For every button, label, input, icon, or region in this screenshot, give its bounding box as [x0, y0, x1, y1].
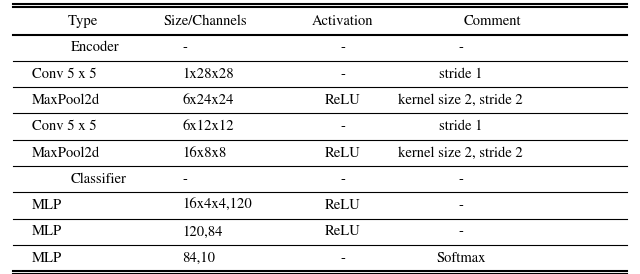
Text: stride 1: stride 1	[439, 120, 483, 133]
Text: 1x28x28: 1x28x28	[182, 67, 234, 81]
Text: -: -	[340, 41, 345, 54]
Text: ReLU: ReLU	[324, 199, 360, 212]
Text: Conv 5 x 5: Conv 5 x 5	[32, 120, 97, 133]
Text: Encoder: Encoder	[70, 41, 119, 54]
Text: MLP: MLP	[32, 225, 62, 238]
Text: ReLU: ReLU	[324, 146, 360, 159]
Text: MaxPool2d: MaxPool2d	[32, 146, 100, 159]
Text: 16x4x4,120: 16x4x4,120	[182, 199, 252, 212]
Text: -: -	[458, 199, 463, 212]
Text: kernel size 2, stride 2: kernel size 2, stride 2	[399, 94, 523, 107]
Text: ReLU: ReLU	[324, 94, 360, 107]
Text: Classifier: Classifier	[70, 173, 126, 186]
Text: -: -	[340, 67, 345, 81]
Text: 84,10: 84,10	[182, 252, 216, 265]
Text: MLP: MLP	[32, 252, 62, 265]
Text: 120,84: 120,84	[182, 225, 223, 238]
Text: Conv 5 x 5: Conv 5 x 5	[32, 67, 97, 81]
Text: MaxPool2d: MaxPool2d	[32, 94, 100, 107]
Text: -: -	[458, 173, 463, 186]
Text: 6x24x24: 6x24x24	[182, 94, 234, 107]
Text: Activation: Activation	[312, 15, 373, 28]
Text: MLP: MLP	[32, 199, 62, 212]
Text: Type: Type	[68, 15, 99, 28]
Text: 6x12x12: 6x12x12	[182, 120, 234, 133]
Text: Comment: Comment	[464, 15, 522, 28]
Text: -: -	[182, 41, 188, 54]
Text: -: -	[458, 225, 463, 238]
Text: 16x8x8: 16x8x8	[182, 146, 227, 159]
Text: Size/Channels: Size/Channels	[163, 15, 246, 28]
Text: -: -	[340, 252, 345, 265]
Text: -: -	[340, 173, 345, 186]
Text: -: -	[340, 120, 345, 133]
Text: kernel size 2, stride 2: kernel size 2, stride 2	[399, 146, 523, 159]
Text: stride 1: stride 1	[439, 67, 483, 81]
Text: Softmax: Softmax	[436, 252, 486, 265]
Text: ReLU: ReLU	[324, 225, 360, 238]
Text: -: -	[458, 41, 463, 54]
Text: -: -	[182, 173, 188, 186]
